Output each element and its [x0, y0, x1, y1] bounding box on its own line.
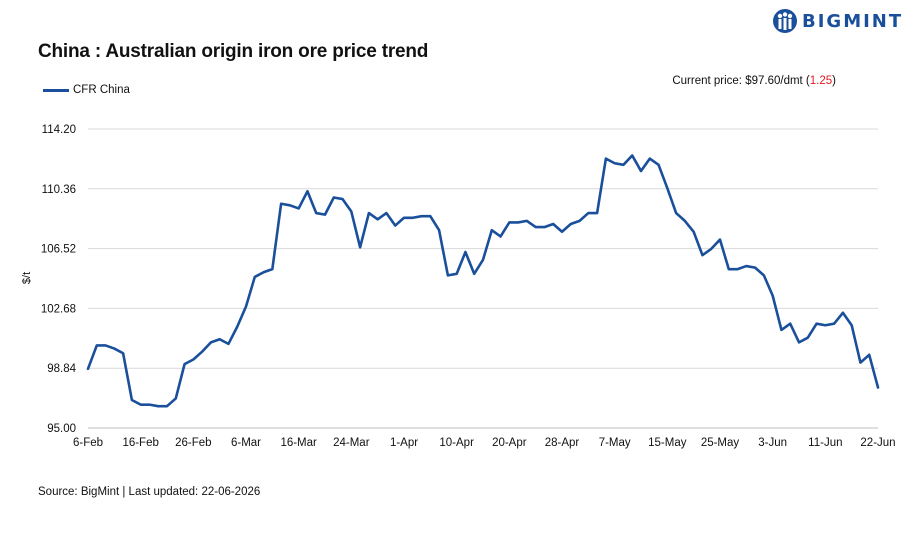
x-tick-label: 6-Feb [73, 437, 103, 449]
line-chart: 95.00 98.84 102.68 106.52 110.36 114.20 6-Feb… [21, 124, 896, 449]
price-change: 1.25 [809, 75, 833, 87]
legend: CFR China [43, 84, 130, 96]
x-tick-label: 11-Jun [808, 437, 842, 449]
y-tick-label: 98.84 [47, 363, 76, 375]
current-price: Current price: $97.60/dmt (1.25) [672, 75, 836, 87]
x-tick-label: 16-Mar [280, 437, 317, 449]
x-tick-label: 28-Apr [545, 437, 580, 449]
legend-swatch [43, 88, 69, 92]
y-tick-label: 102.68 [41, 303, 76, 315]
x-tick-label: 7-May [599, 437, 631, 449]
x-axis-ticks: 6-Feb 16-Feb 26-Feb 6-Mar 16-Mar 24-Mar 1-Apr 1… [73, 437, 896, 449]
x-tick-label: 15-May [648, 437, 687, 449]
bigmint-logo-text: BIGMINT [802, 10, 904, 32]
y-axis-label: $/t [21, 272, 33, 284]
chart-title: China : Australian origin iron ore price… [38, 41, 429, 62]
x-tick-label: 22-Jun [860, 437, 895, 449]
x-tick-label: 1-Apr [390, 437, 418, 449]
x-tick-label: 25-May [701, 437, 740, 449]
source-note: Source: BigMint | Last updated: 22-06-20… [38, 486, 261, 498]
y-axis-ticks: 95.00 98.84 102.68 106.52 110.36 114.20 [41, 124, 77, 435]
current-price-suffix: ) [832, 75, 836, 87]
y-tick-label: 106.52 [41, 244, 76, 256]
x-tick-label: 6-Mar [231, 437, 261, 449]
y-tick-label: 110.36 [42, 184, 76, 196]
bigmint-logo: BIGMINT [772, 6, 903, 36]
x-tick-label: 3-Jun [758, 437, 787, 449]
grid-lines [88, 128, 878, 429]
x-tick-label: 16-Feb [122, 437, 158, 449]
x-tick-label: 24-Mar [333, 437, 370, 449]
y-tick-label: 114.20 [42, 124, 76, 136]
x-tick-label: 10-Apr [439, 437, 474, 449]
y-tick-label: 95.00 [47, 423, 76, 435]
legend-label: CFR China [73, 84, 130, 96]
current-price-label: Current price: $97.60/dmt ( [672, 75, 810, 87]
series-line-cfr-china [86, 154, 880, 408]
bigmint-logo-icon [773, 9, 797, 33]
x-tick-label: 20-Apr [492, 437, 527, 449]
x-tick-label: 26-Feb [175, 437, 211, 449]
